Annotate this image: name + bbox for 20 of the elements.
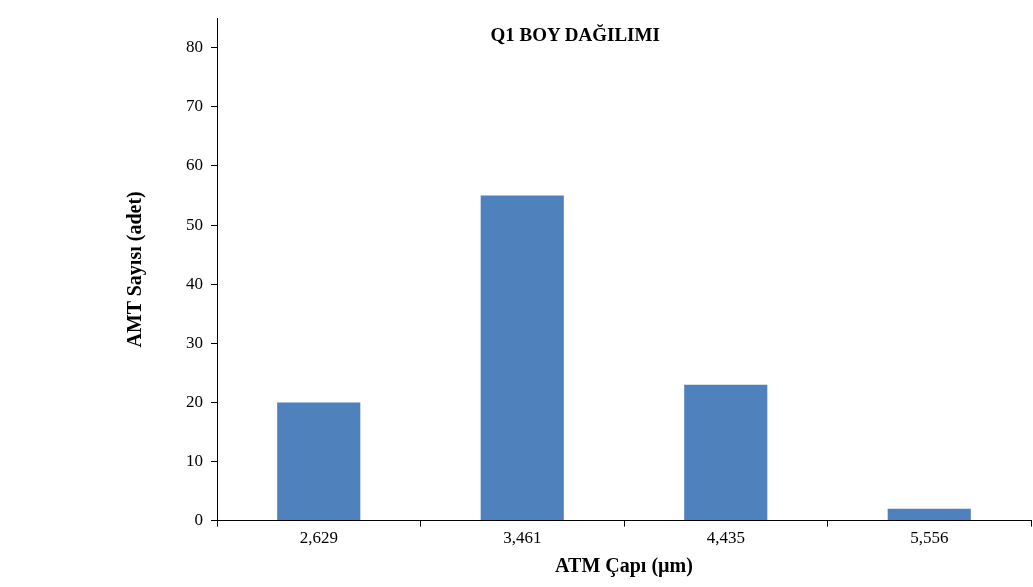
x-axis-title: ATM Çapı (µm) [555, 554, 693, 578]
bar [480, 195, 564, 521]
y-tick-label: 40 [186, 273, 203, 293]
y-tick-label: 20 [186, 391, 203, 411]
bar [277, 402, 361, 521]
y-tick-label: 10 [186, 450, 203, 470]
y-tick-label: 80 [186, 37, 203, 57]
x-tick-label: 5,556 [910, 528, 949, 548]
chart-title: Q1 BOY DAĞILIMI [490, 23, 660, 45]
bar [684, 384, 768, 521]
y-tick-label: 60 [186, 155, 203, 175]
x-tick-label: 2,629 [299, 528, 338, 548]
x-tick-label: 3,461 [503, 528, 542, 548]
y-axis-title: AMT Sayısı (adet) [123, 191, 147, 348]
x-tick-label: 4,435 [706, 528, 745, 548]
bar [887, 508, 971, 521]
y-tick-label: 30 [186, 332, 203, 352]
y-tick-label: 70 [186, 96, 203, 116]
y-tick-label: 50 [186, 214, 203, 234]
y-tick-label: 0 [194, 510, 203, 530]
